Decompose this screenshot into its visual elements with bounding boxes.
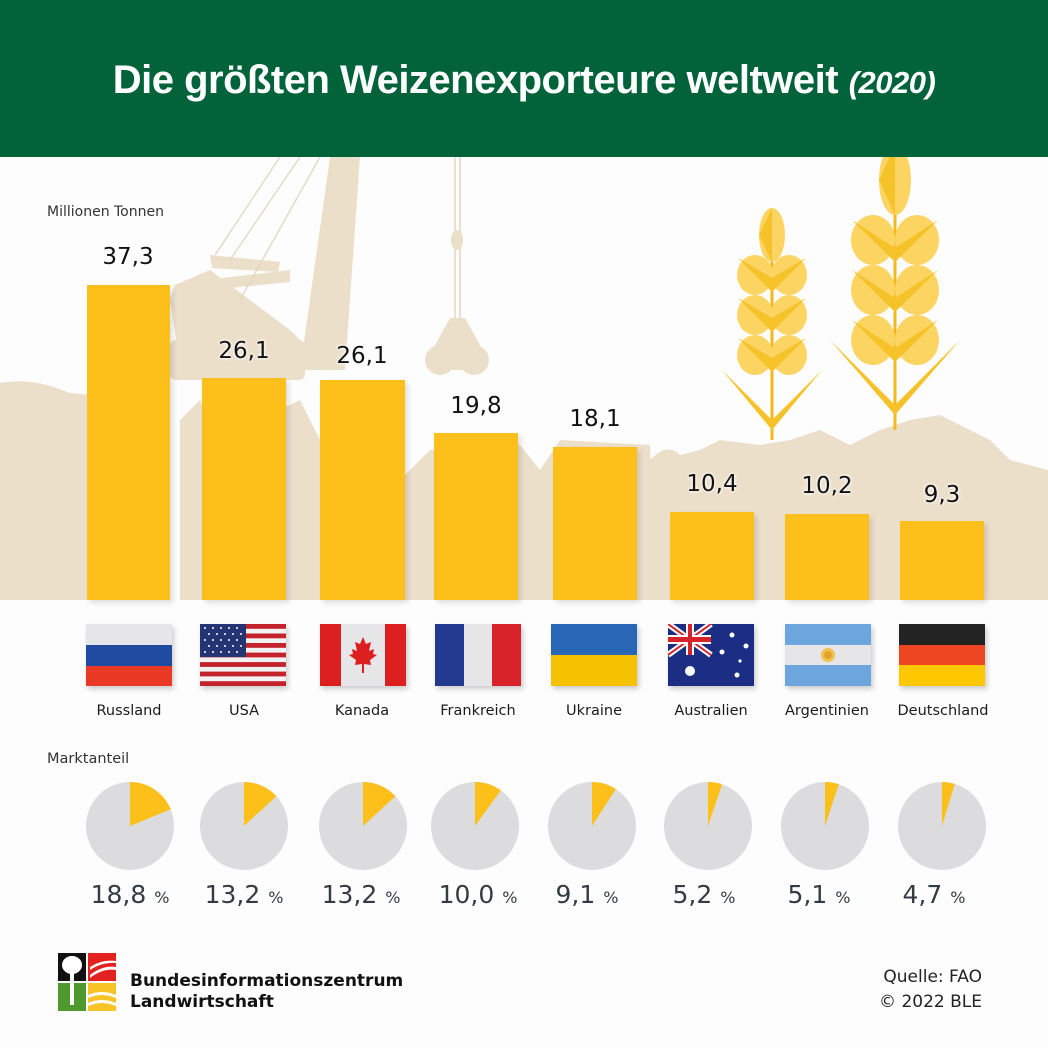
org-line-1: Bundesinformationszentrum: [130, 971, 404, 991]
share-frankreich: 10,0 %: [418, 880, 538, 909]
bar-value-kanada: 26,1: [336, 343, 388, 369]
flag-france-icon: [435, 624, 521, 686]
bar-value-deutschland: 9,3: [923, 482, 961, 508]
share-value: 13,2: [204, 880, 261, 909]
share-australien: 5,2 %: [644, 880, 764, 909]
flag-usa-icon: [200, 624, 286, 686]
share-value: 18,8: [90, 880, 147, 909]
share-value: 4,7: [902, 880, 943, 909]
crane-illustration: [170, 157, 360, 380]
source-text: Quelle: FAO: [883, 967, 982, 987]
organization-name: Bundesinformationszentrum Landwirtschaft: [130, 971, 403, 1013]
share-argentinien: 5,1 %: [759, 880, 879, 909]
source-credit: Quelle: FAO © 2022 BLE: [879, 965, 982, 1015]
market-share-label: Marktanteil: [47, 751, 130, 767]
bar-value-australien: 10,4: [686, 471, 738, 497]
copyright-text: © 2022 BLE: [879, 992, 982, 1012]
percent-sign: %: [268, 888, 284, 907]
pie-russland: [86, 782, 174, 870]
pie-argentinien: [781, 782, 869, 870]
percent-sign: %: [385, 888, 401, 907]
flag-australia-icon: [668, 624, 754, 686]
title-year: (2020): [848, 65, 936, 100]
org-line-2: Landwirtschaft: [130, 992, 274, 1012]
percent-sign: %: [835, 888, 851, 907]
y-axis-unit-label: Millionen Tonnen: [47, 204, 164, 220]
share-deutschland: 4,7 %: [874, 880, 994, 909]
title-text: Die größten Weizenexporteure weltweit: [112, 58, 839, 102]
bar-deutschland: [900, 521, 984, 600]
pie-frankreich: [431, 782, 519, 870]
percent-sign: %: [603, 888, 619, 907]
bar-value-russland: 37,3: [102, 244, 154, 270]
country-label-usa: USA: [228, 703, 259, 719]
page-title: Die größten Weizenexporteure weltweit (2…: [0, 58, 1048, 103]
bar-usa: [202, 378, 286, 600]
bar-value-frankreich: 19,8: [450, 393, 502, 419]
bar-value-ukraine: 18,1: [569, 406, 621, 432]
percent-sign: %: [950, 888, 966, 907]
bar-value-usa: 26,1: [218, 338, 270, 364]
share-value: 10,0: [438, 880, 495, 909]
percent-sign: %: [502, 888, 518, 907]
country-label-deutschland: Deutschland: [897, 703, 989, 719]
pie-deutschland: [898, 782, 986, 870]
share-value: 5,1: [787, 880, 828, 909]
share-value: 13,2: [321, 880, 378, 909]
share-russland: 18,8 %: [70, 880, 190, 909]
flag-russia-icon: [86, 624, 172, 686]
share-ukraine: 9,1 %: [527, 880, 647, 909]
flag-canada-icon: [320, 624, 406, 686]
pie-ukraine: [548, 782, 636, 870]
percent-sign: %: [154, 888, 170, 907]
share-value: 5,2: [672, 880, 713, 909]
bar-frankreich: [434, 433, 518, 600]
country-label-russland: Russland: [96, 703, 162, 719]
bar-australien: [670, 512, 754, 600]
pie-australien: [664, 782, 752, 870]
bar-argentinien: [785, 514, 869, 600]
flag-germany-icon: [899, 624, 985, 686]
country-label-frankreich: Frankreich: [440, 703, 516, 719]
header-banner: Die größten Weizenexporteure weltweit (2…: [0, 0, 1048, 157]
country-label-argentinien: Argentinien: [785, 703, 869, 719]
share-value: 9,1: [555, 880, 596, 909]
wheat-large-illustration: [830, 157, 960, 430]
country-label-kanada: Kanada: [334, 703, 390, 719]
bar-ukraine: [553, 447, 637, 600]
country-label-australien: Australien: [674, 703, 748, 719]
share-kanada: 13,2 %: [301, 880, 421, 909]
bar-kanada: [320, 380, 405, 600]
flag-argentina-icon: [785, 624, 871, 686]
grab-bucket-illustration: [425, 157, 489, 375]
bzl-logo-icon: [58, 953, 116, 1011]
bar-value-argentinien: 10,2: [801, 473, 853, 499]
pie-usa: [200, 782, 288, 870]
wheat-small-illustration: [722, 208, 822, 440]
flag-ukraine-icon: [551, 624, 637, 686]
bar-russland: [87, 285, 170, 600]
country-label-ukraine: Ukraine: [566, 703, 622, 719]
share-usa: 13,2 %: [184, 880, 304, 909]
percent-sign: %: [720, 888, 736, 907]
pie-kanada: [319, 782, 407, 870]
